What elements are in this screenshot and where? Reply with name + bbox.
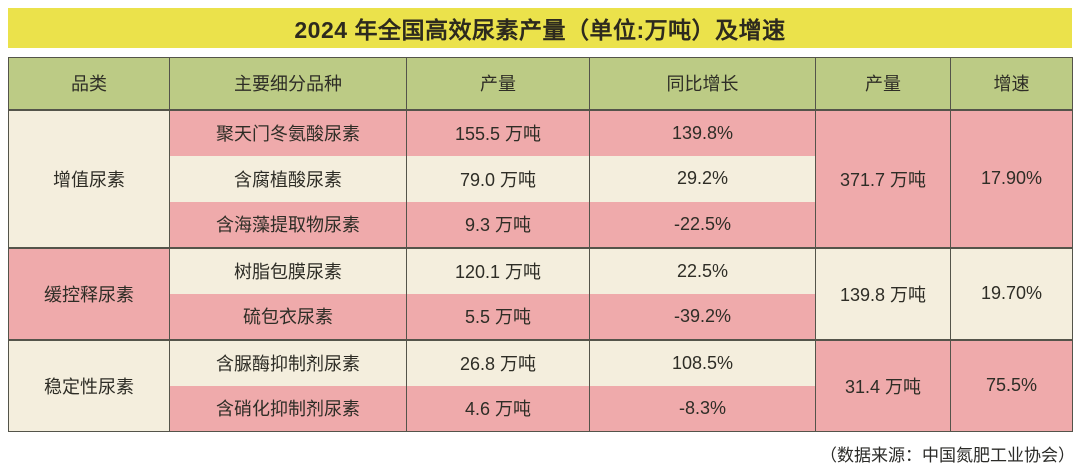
production-cell: 9.3 万吨 [406,201,590,248]
col-header-variety: 主要细分品种 [169,57,407,111]
col-header-yoy-growth: 同比增长 [589,57,816,111]
col-header-total-production: 产量 [815,57,951,111]
col-header-growth-rate: 增速 [950,57,1073,111]
production-cell: 79.0 万吨 [406,155,590,202]
growth-cell: 75.5% [950,338,1073,432]
table-row: 增值尿素 聚天门冬氨酸尿素 155.5 万吨 139.8% 371.7 万吨 1… [8,108,1073,248]
growth-cell: 17.90% [950,108,1073,248]
variety-cell: 含腐植酸尿素 [169,155,407,202]
urea-production-table: 品类 主要细分品种 产量 同比增长 产量 增速 增值尿素 聚天门冬氨酸尿素 15… [8,57,1073,432]
title-bar: 2024 年全国高效尿素产量（单位:万吨）及增速 [8,8,1072,48]
col-header-category: 品类 [8,57,170,111]
table-row: 硫包衣尿素 5.5 万吨 -39.2% [9,293,1073,340]
table-row: 稳定性尿素 含脲酶抑制剂尿素 26.8 万吨 108.5% 31.4 万吨 75… [8,338,1073,432]
total-production-cell: 31.4 万吨 [815,338,951,432]
variety-cell: 含海藻提取物尿素 [169,201,407,248]
col-header-production: 产量 [406,57,590,111]
category-cell: 增值尿素 [8,108,170,248]
yoy-cell: 108.5% [589,338,816,386]
yoy-cell: 139.8% [589,108,816,156]
variety-cell: 硫包衣尿素 [169,293,407,340]
table-row: 缓控释尿素 树脂包膜尿素 120.1 万吨 22.5% 139.8 万吨 19.… [8,246,1073,340]
variety-cell: 含脲酶抑制剂尿素 [169,338,407,386]
table-row: 含海藻提取物尿素 9.3 万吨 -22.5% [9,201,1073,248]
yoy-cell: 22.5% [589,246,816,294]
table-row: 含硝化抑制剂尿素 4.6 万吨 -8.3% [9,385,1073,432]
production-cell: 155.5 万吨 [406,108,590,156]
production-cell: 4.6 万吨 [406,385,590,432]
production-cell: 5.5 万吨 [406,293,590,340]
header-row: 品类 主要细分品种 产量 同比增长 产量 增速 [8,57,1073,111]
variety-cell: 含硝化抑制剂尿素 [169,385,407,432]
total-production-cell: 371.7 万吨 [815,108,951,248]
variety-cell: 树脂包膜尿素 [169,246,407,294]
total-production-cell: 139.8 万吨 [815,246,951,340]
production-cell: 26.8 万吨 [406,338,590,386]
growth-cell: 19.70% [950,246,1073,340]
yoy-cell: -39.2% [589,293,816,340]
category-cell: 稳定性尿素 [8,338,170,432]
category-cell: 缓控释尿素 [8,246,170,340]
data-source-note: （数据来源：中国氮肥工业协会） [820,446,1075,465]
table-row: 含腐植酸尿素 79.0 万吨 29.2% [9,155,1073,202]
page-title: 2024 年全国高效尿素产量（单位:万吨）及增速 [294,17,786,43]
yoy-cell: 29.2% [589,155,816,202]
yoy-cell: -8.3% [589,385,816,432]
yoy-cell: -22.5% [589,201,816,248]
production-cell: 120.1 万吨 [406,246,590,294]
variety-cell: 聚天门冬氨酸尿素 [169,108,407,156]
